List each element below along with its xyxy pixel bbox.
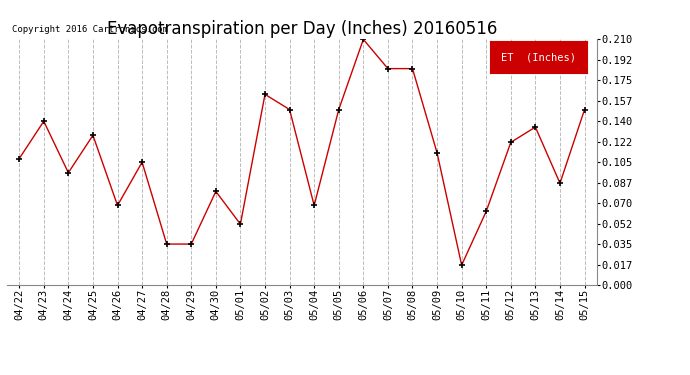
Title: Evapotranspiration per Day (Inches) 20160516: Evapotranspiration per Day (Inches) 2016… — [107, 20, 497, 38]
Text: Copyright 2016 Cartronics.com: Copyright 2016 Cartronics.com — [12, 26, 168, 34]
Text: ET  (Inches): ET (Inches) — [501, 52, 575, 62]
